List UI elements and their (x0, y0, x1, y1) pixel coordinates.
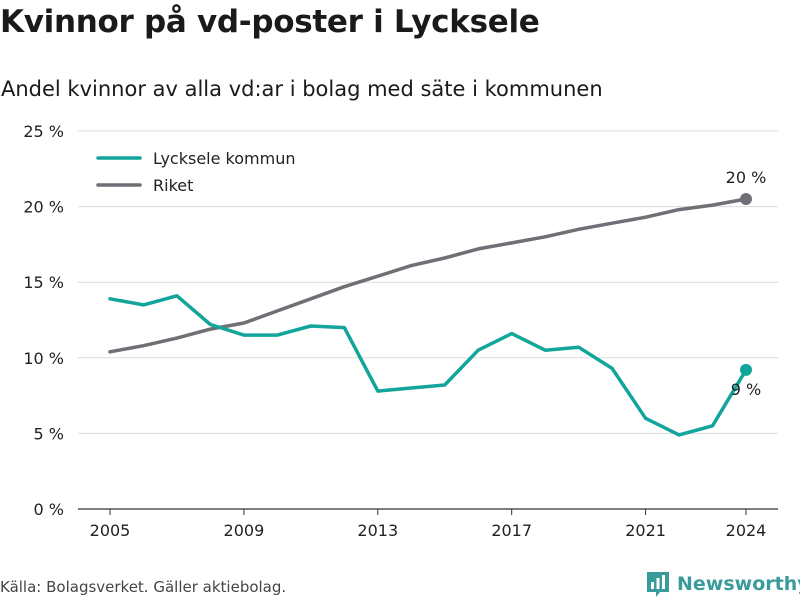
x-tick-label: 2021 (625, 521, 666, 540)
y-tick-label: 5 % (34, 424, 64, 443)
source-note: Källa: Bolagsverket. Gäller aktiebolag. (0, 578, 287, 596)
legend-label-lycksele: Lycksele kommun (153, 149, 295, 168)
end-point-lycksele (740, 363, 752, 376)
y-tick-label: 10 % (23, 349, 64, 368)
y-tick-label: 0 % (34, 500, 64, 519)
series-line-riket (108, 197, 748, 354)
y-axis: 0 % 5 % 10 % 15 % 20 % 25 % (23, 122, 64, 519)
y-tick-label: 20 % (23, 198, 64, 217)
legend-label-riket: Riket (153, 176, 193, 195)
x-tick-label: 2017 (491, 521, 532, 540)
x-axis: 2005 2009 2013 2017 2021 2024 (90, 509, 767, 540)
brand-name: Newsworthy (677, 573, 800, 595)
legend: Lycksele kommun Riket (96, 149, 295, 195)
gridlines (78, 130, 778, 510)
x-tick-label: 2005 (90, 521, 131, 540)
x-tick-label: 2013 (357, 521, 398, 540)
newsworthy-logo-icon (647, 572, 669, 597)
chart-subtitle: Andel kvinnor av alla vd:ar i bolag med … (1, 77, 603, 101)
x-tick-label: 2009 (224, 521, 265, 540)
y-tick-label: 25 % (23, 122, 64, 141)
chart-title: Kvinnor på vd-poster i Lycksele (0, 4, 540, 40)
end-label-riket: 20 % (726, 168, 767, 187)
y-tick-label: 15 % (23, 273, 64, 292)
brand-logo: Newsworthy (645, 570, 800, 598)
end-label-lycksele: 9 % (731, 380, 761, 399)
end-point-riket (740, 193, 752, 206)
series-line-lycksele (108, 294, 748, 437)
series-lines: 20 % 9 % (108, 168, 767, 437)
x-tick-label: 2024 (726, 521, 767, 540)
